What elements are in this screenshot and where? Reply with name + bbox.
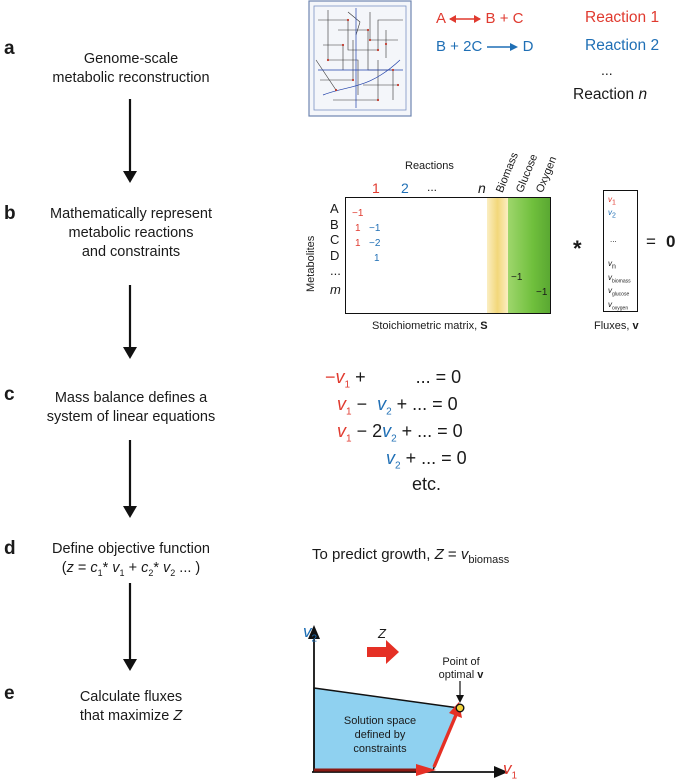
entry-c1: 1 — [355, 238, 361, 249]
entry-glucose: −1 — [511, 272, 523, 283]
equation-2: v1 − v2 + ... = 0 — [337, 394, 458, 418]
multiply-symbol: * — [573, 236, 582, 261]
equation-1: −v1 + ... = 0 — [325, 367, 462, 391]
optimal-point — [455, 703, 465, 713]
equals-symbol: = — [646, 232, 656, 251]
metabolic-network-map — [308, 0, 412, 117]
z-direction-arrow — [367, 640, 399, 664]
col-label-2: 2 — [401, 180, 409, 196]
reaction-n-label: Reaction n — [573, 86, 648, 103]
col-label-dots: ... — [427, 180, 438, 194]
entry-b1: 1 — [355, 223, 361, 234]
zero-vector: 0 — [666, 232, 676, 251]
optimization-path-edge — [432, 714, 458, 768]
step-d-letter: d — [4, 538, 16, 559]
equations-etc: etc. — [412, 474, 442, 494]
flux-vector: v1 v2 ... vn vbiomass vglucose voxygen — [603, 190, 638, 312]
col-label-1: 1 — [372, 180, 380, 196]
reaction-1-equation: A B + C — [436, 10, 524, 27]
row-labels: A B C D ... m — [330, 201, 341, 297]
stoichiometric-matrix: −1 1 1 −1 −2 1 −1 −1 — [345, 197, 551, 314]
step-e-text: Calculate fluxes that maximize Z — [6, 688, 256, 726]
reaction-1-label: Reaction 1 — [585, 9, 660, 26]
z-label: Z — [378, 626, 386, 641]
step-b-letter: b — [4, 203, 16, 224]
reaction-2-equation: B + 2C D — [436, 38, 534, 55]
solution-space-plot — [308, 625, 508, 778]
metabolites-axis-label: Metabolites — [305, 235, 317, 292]
entry-oxygen: −1 — [536, 287, 548, 298]
flow-arrows — [123, 99, 137, 671]
step-d-text: Define objective function (z = c1* v1 + … — [6, 540, 256, 583]
reactions-header: Reactions — [405, 160, 454, 172]
step-a-letter: a — [4, 38, 15, 59]
entry-d2: 1 — [374, 253, 380, 264]
optimal-point-label: Point of optimal v — [438, 656, 484, 681]
reaction-dots: ... — [601, 62, 613, 78]
forward-arrow-icon — [487, 43, 519, 52]
biomass-column — [487, 198, 508, 313]
entry-a1: −1 — [352, 208, 364, 219]
growth-objective: To predict growth, Z = vbiomass — [312, 546, 510, 566]
glucose-oxygen-columns — [508, 198, 550, 313]
matrix-caption: Stoichiometric matrix, S — [372, 320, 488, 332]
col-label-n: n — [478, 180, 486, 196]
step-c-text: Mass balance defines a system of linear … — [46, 390, 216, 425]
step-e-letter: e — [4, 683, 15, 704]
step-a-text: Genome-scale metabolic reconstruction — [52, 51, 210, 86]
equation-3: v1 − 2v2 + ... = 0 — [337, 421, 463, 445]
reversible-arrow-icon — [449, 15, 482, 24]
solution-space-label: Solution space defined by constraints — [343, 715, 417, 755]
step-b-text: Mathematically represent metabolic react… — [50, 206, 212, 260]
reaction-2-label: Reaction 2 — [585, 37, 660, 54]
step-c-letter: c — [4, 384, 15, 405]
x-axis-label: v1 — [503, 759, 518, 782]
objective-formula: (z = c1* v1 + c2* v2 ... ) — [61, 560, 201, 578]
y-axis-label: v2 — [303, 622, 318, 645]
flux-caption: Fluxes, v — [594, 320, 639, 332]
step-e-line2: that maximize Z — [79, 708, 183, 724]
entry-b2: −1 — [369, 223, 381, 234]
entry-c2: −2 — [369, 238, 381, 249]
equation-4: v2 + ... = 0 — [386, 448, 467, 472]
